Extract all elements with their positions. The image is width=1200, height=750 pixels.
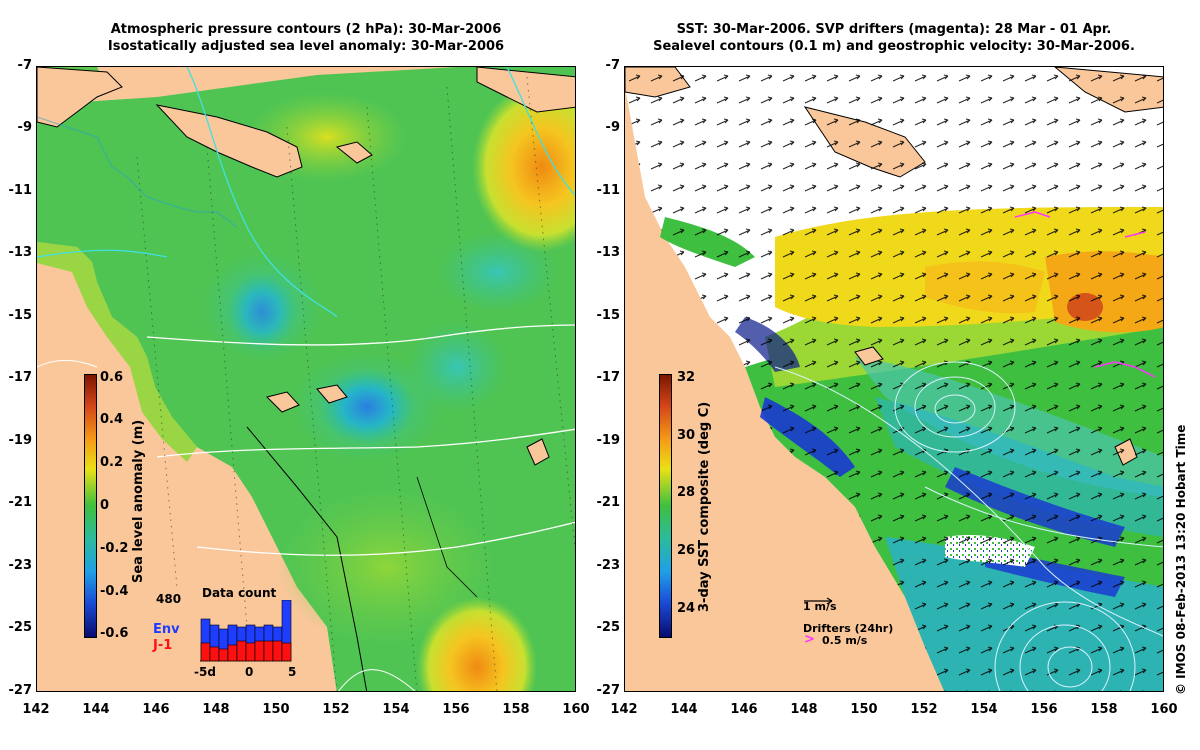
right-title-line1: SST: 30-Mar-2006. SVP drifters (magenta)… bbox=[676, 22, 1112, 37]
right-xtick-1: 144 bbox=[670, 702, 698, 717]
left-xtick-5: 152 bbox=[322, 702, 350, 717]
left-ytick-3: -13 bbox=[8, 245, 33, 260]
left-ytick-6: -19 bbox=[8, 433, 33, 448]
left-ytick-1: -9 bbox=[17, 120, 32, 135]
right-ytick-1: -9 bbox=[605, 120, 620, 135]
data-count-xtick-0: -5d bbox=[194, 665, 216, 679]
left-cb-tick-5: -0.4 bbox=[100, 584, 129, 599]
right-xtick-7: 156 bbox=[1030, 702, 1058, 717]
left-xtick-8: 158 bbox=[502, 702, 530, 717]
left-xtick-0: 142 bbox=[22, 702, 50, 717]
right-ytick-7: -21 bbox=[596, 495, 621, 510]
left-xtick-7: 156 bbox=[442, 702, 470, 717]
right-cb-tick-0: 32 bbox=[677, 370, 696, 385]
drifters-scale-arrow: > bbox=[804, 632, 815, 647]
left-ytick-4: -15 bbox=[8, 308, 33, 323]
left-colorbar bbox=[84, 374, 97, 638]
left-ytick-10: -27 bbox=[8, 683, 33, 698]
legend-j1: J-1 bbox=[153, 638, 173, 653]
right-xtick-5: 152 bbox=[910, 702, 938, 717]
right-cb-tick-4: 24 bbox=[677, 601, 696, 616]
left-ytick-2: -11 bbox=[8, 183, 33, 198]
left-xtick-9: 160 bbox=[562, 702, 590, 717]
left-cb-tick-3: 0 bbox=[100, 498, 110, 513]
data-count-xtick-1: 0 bbox=[245, 665, 254, 679]
velocity-scale-label: 1 m/s bbox=[803, 600, 837, 613]
right-colorbar-label: 3-day SST composite (deg C) bbox=[697, 401, 712, 612]
right-xtick-9: 160 bbox=[1150, 702, 1178, 717]
left-cb-tick-0: 0.6 bbox=[100, 370, 124, 385]
left-title-line1: Atmospheric pressure contours (2 hPa): 3… bbox=[110, 22, 502, 37]
right-ytick-5: -17 bbox=[596, 370, 621, 385]
left-ytick-7: -21 bbox=[8, 495, 33, 510]
left-ytick-5: -17 bbox=[8, 370, 33, 385]
left-cb-tick-4: -0.2 bbox=[100, 541, 129, 556]
copyright-label: © IMOS 08-Feb-2013 13:20 Hobart Time bbox=[1174, 424, 1188, 695]
left-map bbox=[36, 66, 576, 692]
right-ytick-8: -23 bbox=[596, 558, 621, 573]
right-xtick-0: 142 bbox=[610, 702, 638, 717]
drifters-scale-label: 0.5 m/s bbox=[822, 634, 868, 647]
right-map bbox=[624, 66, 1164, 692]
left-ytick-9: -25 bbox=[8, 620, 33, 635]
left-xtick-1: 144 bbox=[82, 702, 110, 717]
right-ytick-4: -15 bbox=[596, 308, 621, 323]
right-cb-tick-3: 26 bbox=[677, 543, 696, 558]
data-count-max: 480 bbox=[156, 592, 182, 606]
right-ytick-0: -7 bbox=[605, 58, 620, 73]
left-colorbar-label: Sea level anomaly (m) bbox=[131, 419, 146, 583]
left-xtick-3: 148 bbox=[202, 702, 230, 717]
left-xtick-2: 146 bbox=[142, 702, 170, 717]
right-xtick-4: 150 bbox=[850, 702, 878, 717]
right-xtick-3: 148 bbox=[790, 702, 818, 717]
left-xtick-6: 154 bbox=[382, 702, 410, 717]
right-cb-tick-2: 28 bbox=[677, 485, 696, 500]
legend-env: Env bbox=[153, 622, 180, 637]
left-cb-tick-6: -0.6 bbox=[100, 626, 129, 641]
left-cb-tick-2: 0.2 bbox=[100, 455, 124, 470]
right-colorbar bbox=[659, 374, 672, 638]
data-count-histogram bbox=[200, 600, 293, 662]
right-xtick-6: 154 bbox=[970, 702, 998, 717]
right-xtick-8: 158 bbox=[1090, 702, 1118, 717]
right-ytick-2: -11 bbox=[596, 183, 621, 198]
left-cb-tick-1: 0.4 bbox=[100, 412, 124, 427]
right-ytick-6: -19 bbox=[596, 433, 621, 448]
right-ytick-3: -13 bbox=[596, 245, 621, 260]
data-count-title: Data count bbox=[202, 586, 277, 600]
velocity-scale-arrow bbox=[804, 597, 833, 605]
left-ytick-0: -7 bbox=[17, 58, 32, 73]
drifters-label: Drifters (24hr) bbox=[803, 622, 894, 635]
left-xtick-4: 150 bbox=[262, 702, 290, 717]
right-cb-tick-1: 30 bbox=[677, 428, 696, 443]
right-xtick-2: 146 bbox=[730, 702, 758, 717]
right-ytick-9: -25 bbox=[596, 620, 621, 635]
left-title-line2: Isostatically adjusted sea level anomaly… bbox=[107, 39, 505, 54]
right-ytick-10: -27 bbox=[596, 683, 621, 698]
data-count-xtick-2: 5 bbox=[288, 665, 297, 679]
left-ytick-8: -23 bbox=[8, 558, 33, 573]
right-title-line2: Sealevel contours (0.1 m) and geostrophi… bbox=[653, 39, 1135, 54]
